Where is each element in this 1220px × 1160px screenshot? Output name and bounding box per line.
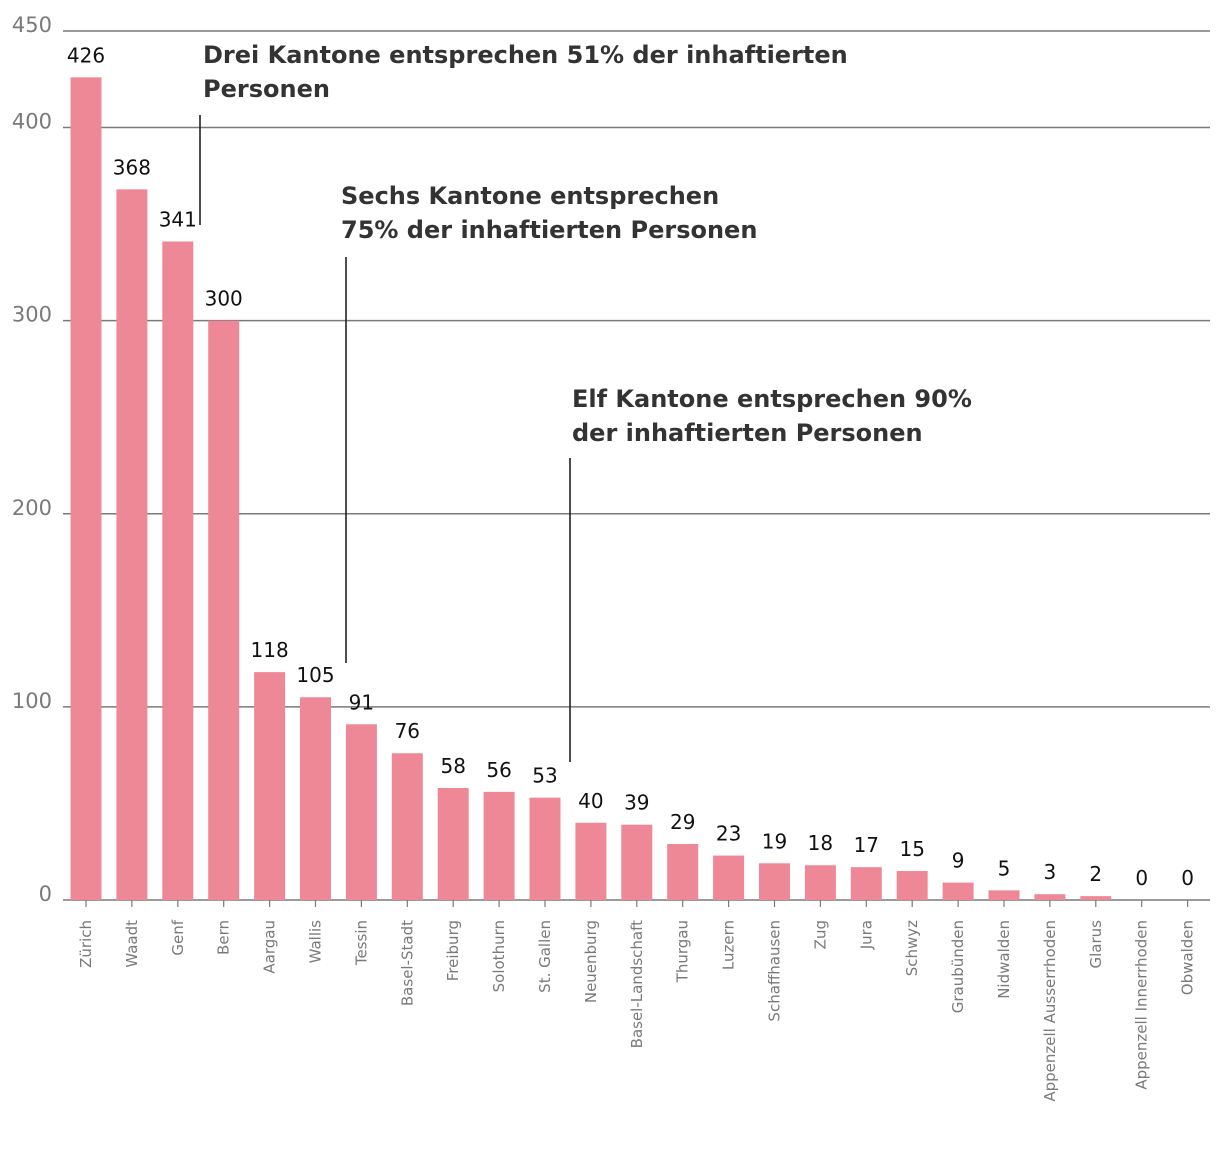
annotation-text: 75% der inhaftierten Personen	[341, 216, 757, 244]
x-tick-label: Aargau	[261, 920, 279, 974]
value-label: 118	[251, 638, 289, 662]
bar	[804, 865, 836, 900]
bar	[1034, 894, 1066, 900]
value-label: 56	[486, 758, 511, 782]
bar	[896, 871, 928, 900]
x-tick-label: Obwalden	[1179, 920, 1197, 995]
x-tick-label: Genf	[169, 919, 187, 955]
bar	[621, 824, 653, 900]
bar	[300, 697, 331, 900]
annotation-text: der inhaftierten Personen	[572, 419, 923, 447]
bar	[483, 791, 515, 900]
value-label: 53	[532, 764, 557, 788]
x-tick-label: Waadt	[123, 920, 141, 968]
x-tick-label: Schwyz	[903, 920, 921, 976]
annotation-text: Personen	[203, 75, 330, 103]
x-tick-label: Thurgau	[674, 920, 692, 983]
annotation-text: Drei Kantone entsprechen 51% der inhafti…	[203, 41, 848, 69]
x-tick-label: Neuenburg	[582, 920, 600, 1003]
bar	[759, 863, 790, 900]
value-label: 76	[395, 719, 420, 743]
value-label: 426	[67, 43, 105, 67]
value-label: 23	[716, 822, 741, 846]
x-tick-label: Glarus	[1087, 920, 1105, 969]
bars	[70, 77, 1112, 901]
value-label: 15	[899, 837, 924, 861]
value-label: 5	[998, 856, 1011, 880]
value-label: 2	[1089, 862, 1102, 886]
y-tick-label: 400	[12, 110, 52, 134]
x-tick-label: Nidwalden	[995, 920, 1013, 999]
value-label: 91	[349, 690, 374, 714]
bar	[850, 867, 882, 900]
bar	[254, 672, 286, 900]
x-tick-label: St. Gallen	[536, 920, 554, 993]
value-label: 58	[440, 754, 465, 778]
bar	[208, 320, 240, 901]
bar	[713, 855, 745, 900]
x-tick-label: Appenzell Ausserrhoden	[1041, 920, 1059, 1102]
y-tick-label: 300	[12, 303, 52, 327]
value-label: 29	[670, 810, 695, 834]
value-label: 341	[159, 207, 197, 231]
value-label: 39	[624, 791, 649, 815]
x-tick-label: Bern	[215, 920, 233, 955]
bar	[988, 890, 1020, 900]
x-tick-label: Jura	[857, 920, 875, 950]
x-tick-label: Zürich	[77, 920, 95, 968]
bar	[116, 189, 148, 901]
value-label: 0	[1135, 866, 1148, 890]
bar	[345, 724, 377, 900]
bar	[942, 882, 974, 900]
x-tick-label: Wallis	[307, 920, 325, 964]
x-tick-label: Freiburg	[444, 920, 462, 981]
x-tick-label: Basel-Stadt	[398, 920, 416, 1006]
value-label: 9	[952, 849, 965, 873]
y-tick-label: 200	[12, 496, 52, 520]
bar	[391, 753, 423, 900]
annotation-text: Sechs Kantone entsprechen	[341, 182, 719, 210]
bar	[437, 787, 469, 900]
value-label: 18	[808, 831, 833, 855]
bar	[667, 843, 699, 900]
value-label: 19	[762, 829, 787, 853]
x-tick-label: Appenzell Innerrhoden	[1133, 920, 1151, 1090]
value-label: 368	[113, 155, 151, 179]
y-tick-label: 0	[39, 882, 52, 906]
bar	[575, 822, 607, 900]
bar	[1080, 896, 1112, 900]
value-label: 0	[1181, 866, 1194, 890]
value-label: 105	[296, 663, 334, 687]
bar	[529, 797, 561, 900]
y-tick-label: 100	[12, 689, 52, 713]
annotation-text: Elf Kantone entsprechen 90%	[572, 385, 972, 413]
value-label: 17	[854, 833, 879, 857]
x-tick-label: Solothurn	[490, 920, 508, 992]
bar	[70, 77, 102, 900]
x-axis-labels: Zürich Waadt Genf Bern Aargau Wallis Tessin Bas…	[77, 900, 1197, 1102]
y-tick-label: 450	[12, 13, 52, 37]
x-tick-label: Zug	[811, 920, 829, 949]
x-tick-label: Schaffhausen	[766, 920, 784, 1022]
bar	[162, 241, 194, 901]
value-label: 3	[1044, 860, 1057, 884]
value-label: 300	[205, 287, 243, 311]
annotations: Drei Kantone entsprechen 51% der inhafti…	[199, 41, 972, 762]
x-tick-label: Tessin	[352, 920, 370, 966]
value-label: 40	[578, 789, 603, 813]
x-tick-label: Graubünden	[949, 920, 967, 1013]
x-tick-label: Luzern	[720, 920, 738, 970]
x-tick-label: Basel-Landschaft	[628, 920, 646, 1048]
